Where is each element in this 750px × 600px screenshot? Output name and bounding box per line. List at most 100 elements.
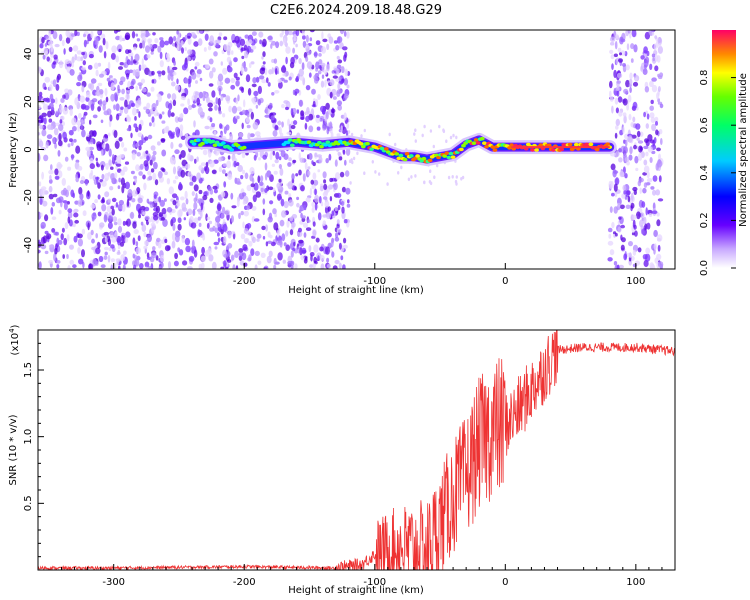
noise-speckle: [181, 235, 185, 244]
noise-speckle: [247, 257, 252, 262]
colorbar-gradient: [712, 30, 736, 268]
noise-speckle: [656, 253, 662, 261]
noise-speckle: [80, 119, 84, 124]
noise-speckle: [64, 222, 69, 230]
noise-speckle: [102, 142, 106, 150]
noise-speckle: [237, 94, 240, 102]
noise-speckle: [240, 175, 244, 180]
noise-speckle: [632, 116, 636, 123]
noise-speckle: [53, 54, 58, 60]
noise-speckle: [240, 210, 244, 216]
noise-speckle: [145, 150, 149, 155]
noise-speckle: [169, 156, 176, 165]
noise-speckle: [99, 222, 105, 228]
noise-speckle: [338, 242, 342, 250]
signal-blob: [287, 138, 293, 142]
noise-speckle: [306, 61, 313, 69]
noise-speckle: [238, 132, 244, 138]
noise-speckle: [323, 179, 327, 184]
noise-speckle: [167, 261, 172, 269]
noise-speckle: [73, 138, 77, 143]
noise-speckle: [291, 221, 296, 228]
noise-speckle: [410, 175, 413, 179]
noise-speckle: [56, 161, 62, 170]
noise-speckle: [74, 30, 78, 37]
noise-speckle: [250, 45, 257, 50]
noise-speckle: [285, 46, 291, 54]
noise-speckle: [175, 205, 178, 209]
noise-speckle: [273, 187, 276, 192]
noise-speckle: [345, 170, 350, 177]
noise-speckle: [217, 237, 221, 243]
noise-speckle: [258, 157, 261, 161]
noise-speckle: [325, 63, 330, 72]
noise-speckle: [618, 58, 623, 63]
noise-speckle: [343, 219, 348, 224]
noise-speckle: [629, 86, 632, 93]
noise-speckle: [175, 85, 181, 91]
noise-speckle: [454, 179, 458, 184]
noise-speckle: [196, 69, 202, 75]
noise-speckle: [432, 144, 435, 149]
noise-speckle: [287, 118, 290, 127]
noise-speckle: [92, 258, 97, 267]
noise-speckle: [312, 229, 317, 237]
noise-speckle: [239, 38, 246, 47]
noise-speckle: [643, 159, 648, 166]
noise-speckle: [99, 98, 103, 107]
noise-speckle: [214, 246, 218, 250]
noise-speckle: [656, 92, 660, 100]
signal-blob: [210, 139, 216, 144]
noise-speckle: [224, 209, 230, 216]
noise-speckle: [632, 81, 639, 87]
noise-speckle: [617, 202, 621, 208]
noise-speckle: [46, 134, 53, 140]
noise-speckle: [294, 88, 300, 94]
noise-speckle: [55, 83, 60, 91]
noise-speckle: [323, 196, 328, 200]
noise-speckle: [657, 244, 661, 252]
noise-speckle: [143, 231, 147, 238]
noise-speckle: [84, 105, 90, 111]
noise-speckle: [292, 159, 297, 164]
noise-speckle: [378, 172, 381, 176]
noise-speckle: [293, 37, 297, 42]
noise-speckle: [263, 266, 268, 269]
y-tick-label: 1.5: [23, 362, 34, 378]
noise-speckle: [184, 47, 187, 52]
noise-speckle: [267, 35, 273, 41]
noise-speckle: [156, 93, 161, 98]
noise-speckle: [335, 44, 340, 51]
noise-speckle: [284, 190, 289, 195]
noise-speckle: [303, 232, 307, 238]
noise-speckle: [140, 205, 146, 211]
noise-speckle: [657, 261, 664, 268]
noise-speckle: [309, 37, 313, 42]
noise-speckle: [214, 149, 218, 155]
noise-speckle: [315, 237, 320, 243]
noise-speckle: [286, 219, 290, 228]
noise-speckle: [623, 88, 629, 94]
noise-speckle: [143, 182, 147, 191]
noise-speckle: [187, 266, 193, 269]
noise-speckle: [386, 182, 389, 186]
noise-speckle: [273, 58, 278, 64]
noise-speckle: [132, 189, 138, 197]
noise-speckle: [331, 251, 335, 258]
noise-speckle: [110, 258, 115, 263]
noise-speckle: [77, 74, 83, 82]
noise-speckle: [41, 36, 45, 44]
colorbar-label: Normalized spectral amplitude: [738, 73, 749, 227]
noise-speckle: [267, 231, 271, 238]
noise-speckle: [56, 237, 60, 245]
noise-speckle: [635, 77, 638, 82]
noise-speckle: [271, 67, 274, 75]
noise-speckle: [325, 158, 330, 164]
noise-speckle: [144, 240, 149, 246]
noise-speckle: [455, 175, 458, 179]
signal-blob: [317, 140, 322, 145]
noise-speckle: [87, 232, 92, 240]
noise-speckle: [72, 264, 77, 269]
noise-speckle: [164, 245, 171, 252]
